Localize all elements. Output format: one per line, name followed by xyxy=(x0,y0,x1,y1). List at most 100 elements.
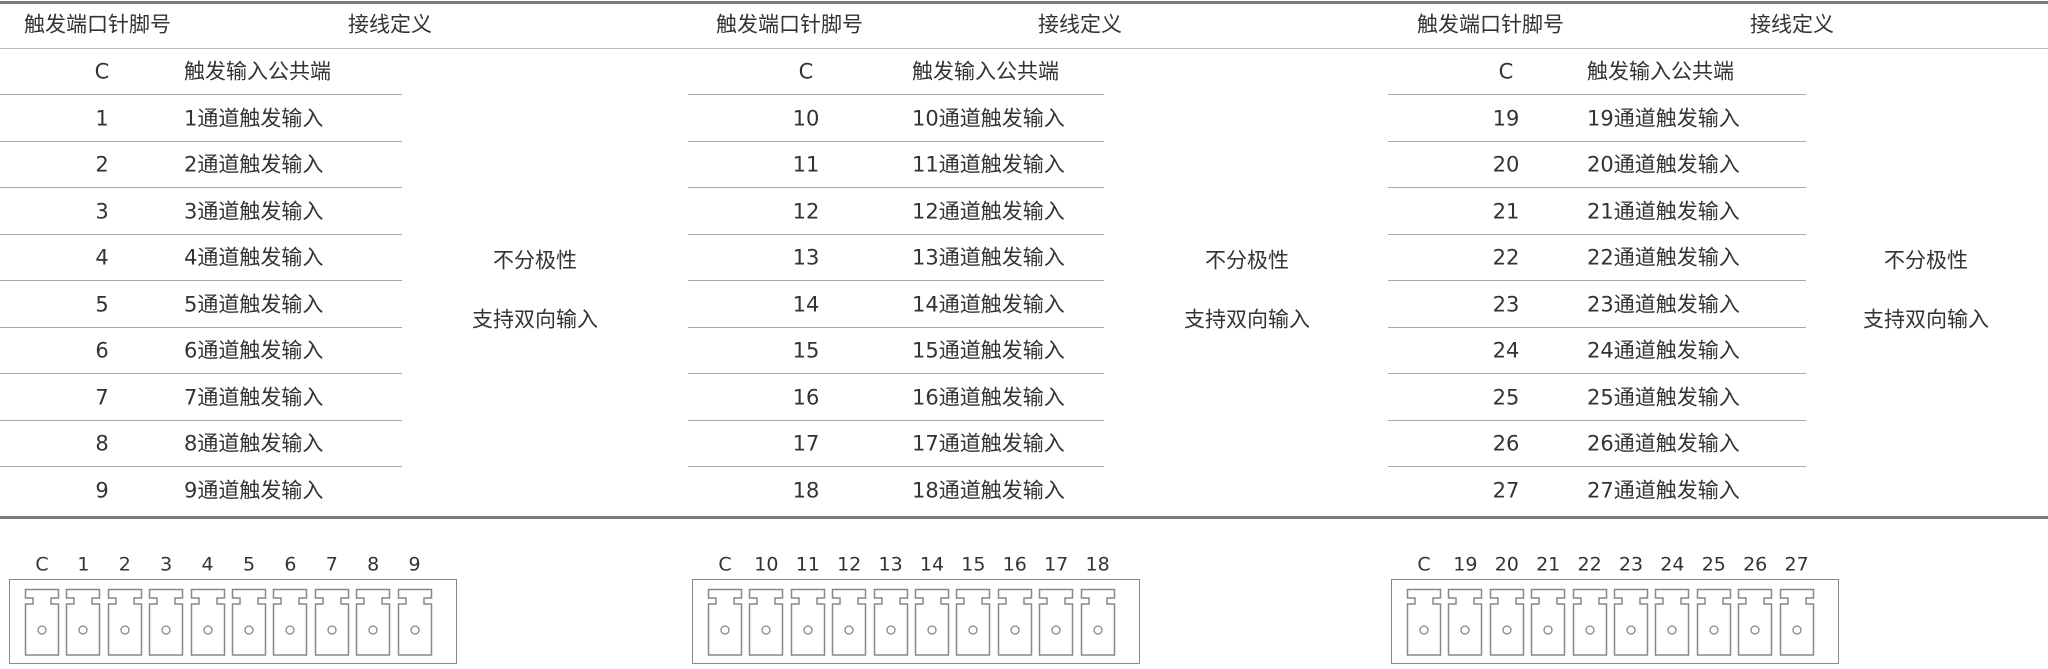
header-divider xyxy=(0,48,2048,49)
pin-number: C xyxy=(94,59,110,84)
row-divider xyxy=(688,419,1104,421)
connector-pin-icon xyxy=(1655,588,1690,656)
connector-pin-label: 26 xyxy=(1743,553,1768,576)
pin-number: 3 xyxy=(95,199,109,223)
connector-pin-label: 11 xyxy=(795,553,820,576)
row-divider xyxy=(0,233,402,235)
row-divider xyxy=(1388,280,1806,281)
pin-column-header: 触发端口针脚号 xyxy=(1417,12,1564,37)
pin-number: 25 xyxy=(1492,385,1520,409)
pin-number: 20 xyxy=(1492,152,1520,177)
pin-definition: 15通道触发输入 xyxy=(912,338,1065,363)
row-divider xyxy=(688,326,1104,328)
pin-definition: 21通道触发输入 xyxy=(1587,199,1740,223)
pin-number: 17 xyxy=(792,431,820,456)
terminal-block-connector xyxy=(1391,579,1839,664)
connector-pin-label: 19 xyxy=(1453,553,1478,576)
row-divider xyxy=(1388,187,1806,188)
connector-pin-label: 12 xyxy=(837,553,862,576)
row-divider xyxy=(0,187,402,188)
pin-number: 19 xyxy=(1492,106,1520,130)
connector-pin-icon xyxy=(314,588,350,656)
pin-definition: 20通道触发输入 xyxy=(1587,152,1740,177)
row-divider xyxy=(688,280,1104,281)
connector-pin-label: 13 xyxy=(878,553,903,576)
pin-definition: 18通道触发输入 xyxy=(912,478,1065,502)
pin-definition: 19通道触发输入 xyxy=(1587,106,1740,130)
terminal-block-connector xyxy=(692,579,1140,664)
connector-pin-label: C xyxy=(718,553,732,576)
connector-pin-label: 14 xyxy=(919,553,945,576)
connector-pin-icon xyxy=(831,588,867,656)
pin-definition: 22通道触发输入 xyxy=(1587,245,1740,270)
pin-definition: 23通道触发输入 xyxy=(1587,292,1740,316)
connector-pin-icon xyxy=(749,588,784,656)
pin-definition: 10通道触发输入 xyxy=(912,106,1065,130)
pin-definition: 5通道触发输入 xyxy=(184,292,324,316)
row-divider xyxy=(688,466,1104,467)
pin-definition: 4通道触发输入 xyxy=(184,245,324,270)
row-divider xyxy=(0,94,402,95)
row-divider xyxy=(0,373,402,374)
pin-definition: 26通道触发输入 xyxy=(1587,431,1740,456)
connector-pin-icon xyxy=(1613,588,1649,656)
pin-number: 5 xyxy=(95,292,109,316)
connector-pin-icon xyxy=(1572,588,1607,656)
connector-pin-icon xyxy=(956,588,991,656)
pin-number: C xyxy=(798,59,814,84)
row-divider xyxy=(0,419,402,421)
connector-pin-label: 5 xyxy=(242,553,256,576)
connector-pin-label: 10 xyxy=(754,553,779,576)
connector-pin-icon xyxy=(1406,588,1442,656)
pin-definition: 9通道触发输入 xyxy=(184,478,324,502)
pin-definition: 17通道触发输入 xyxy=(912,431,1065,456)
pin-number: 8 xyxy=(95,431,109,456)
connector-pin-label: 9 xyxy=(408,553,421,576)
pin-number: 27 xyxy=(1492,478,1520,502)
connector-pin-icon xyxy=(107,588,143,656)
pin-definition: 触发输入公共端 xyxy=(184,59,331,84)
row-divider xyxy=(0,326,402,328)
connector-pin-label: 22 xyxy=(1577,553,1602,576)
connector-pin-icon xyxy=(66,588,101,656)
row-divider xyxy=(0,466,402,467)
pin-definition: 6通道触发输入 xyxy=(184,338,324,363)
connector-pin-icon xyxy=(190,588,225,656)
pin-definition: 27通道触发输入 xyxy=(1587,478,1740,502)
connector-pin-icon xyxy=(1779,588,1814,656)
connector-pin-label: 24 xyxy=(1660,553,1685,576)
row-divider xyxy=(1388,326,1806,328)
pin-number: 2 xyxy=(95,152,109,177)
connector-pin-icon xyxy=(273,588,308,656)
connector-pin-label: 3 xyxy=(160,553,173,576)
row-divider xyxy=(1388,466,1806,467)
pin-number: 1 xyxy=(95,106,109,130)
pin-column-header: 触发端口针脚号 xyxy=(24,12,171,37)
pin-number: C xyxy=(1498,59,1514,84)
row-divider xyxy=(688,140,1104,142)
connector-pin-label: 4 xyxy=(201,553,214,576)
row-divider xyxy=(688,233,1104,235)
pin-number: 13 xyxy=(792,245,820,270)
pin-number: 21 xyxy=(1492,199,1520,223)
pin-number: 6 xyxy=(95,338,109,363)
table-bottom-border xyxy=(0,516,2048,519)
row-divider xyxy=(688,373,1104,374)
connector-pin-icon xyxy=(1038,588,1074,656)
connector-pin-icon xyxy=(231,588,267,656)
connector-pin-icon xyxy=(1696,588,1732,656)
connector-pin-label: 18 xyxy=(1085,553,1110,576)
bidirectional-note: 支持双向输入 xyxy=(1863,307,1989,332)
polarity-note: 不分极性 xyxy=(1205,248,1289,273)
pin-number: 16 xyxy=(792,385,820,409)
pin-definition: 25通道触发输入 xyxy=(1587,385,1740,409)
connector-pin-label: 1 xyxy=(77,553,90,576)
pin-number: 4 xyxy=(95,245,109,270)
connector-pin-icon xyxy=(397,588,432,656)
connector-pin-icon xyxy=(1080,588,1115,656)
pin-definition: 1通道触发输入 xyxy=(184,106,324,130)
pin-definition: 触发输入公共端 xyxy=(1587,59,1734,84)
terminal-block-connector xyxy=(9,579,457,664)
bidirectional-note: 支持双向输入 xyxy=(472,307,598,332)
pin-number: 11 xyxy=(792,152,820,177)
